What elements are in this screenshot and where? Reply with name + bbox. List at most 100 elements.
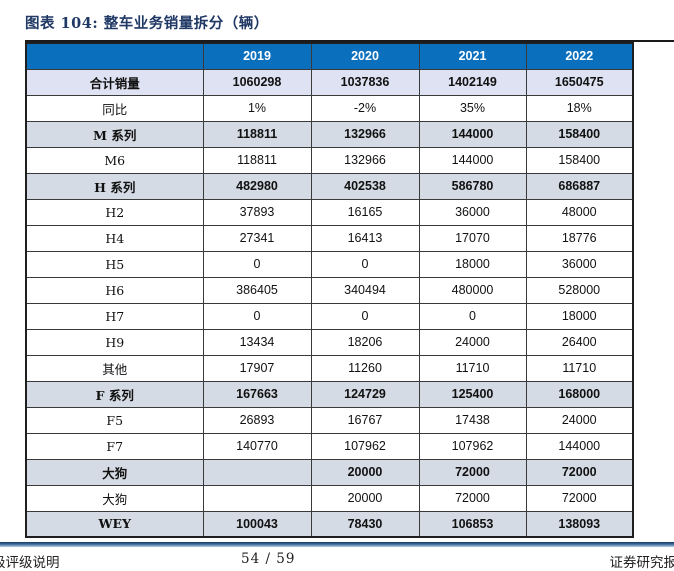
header-empty-cell: [26, 43, 203, 69]
row-label-cell: WEY: [26, 511, 203, 537]
value-cell: 11710: [526, 355, 633, 381]
header-year-cell: 2019: [203, 43, 311, 69]
value-cell: 168000: [526, 381, 633, 407]
value-cell: 72000: [419, 485, 526, 511]
row-label-cell: H5: [26, 251, 203, 277]
value-cell: 20000: [311, 459, 419, 485]
value-cell: -2%: [311, 95, 419, 121]
value-cell: 107962: [419, 433, 526, 459]
row-label-cell: H4: [26, 225, 203, 251]
figure-title: 图表 104: 整车业务销量拆分（辆）: [25, 12, 269, 33]
row-label-cell: 大狗: [26, 459, 203, 485]
value-cell: 0: [419, 303, 526, 329]
value-cell: 586780: [419, 173, 526, 199]
value-cell: 35%: [419, 95, 526, 121]
value-cell: 482980: [203, 173, 311, 199]
value-cell: 72000: [526, 459, 633, 485]
value-cell: 1037836: [311, 69, 419, 95]
value-cell: 124729: [311, 381, 419, 407]
footer-right-text: 证券研究报: [610, 551, 674, 571]
value-cell: 18000: [526, 303, 633, 329]
footer-left-text: 级评级说明: [0, 551, 60, 571]
value-cell: 16767: [311, 407, 419, 433]
value-cell: 1650475: [526, 69, 633, 95]
value-cell: 106853: [419, 511, 526, 537]
value-cell: 24000: [526, 407, 633, 433]
value-cell: 0: [311, 303, 419, 329]
value-cell: 17070: [419, 225, 526, 251]
value-cell: [203, 485, 311, 511]
value-cell: 125400: [419, 381, 526, 407]
value-cell: 24000: [419, 329, 526, 355]
value-cell: 140770: [203, 433, 311, 459]
value-cell: 11260: [311, 355, 419, 381]
value-cell: 118811: [203, 121, 311, 147]
value-cell: 167663: [203, 381, 311, 407]
value-cell: 36000: [526, 251, 633, 277]
value-cell: 18206: [311, 329, 419, 355]
row-label-cell: H7: [26, 303, 203, 329]
value-cell: 36000: [419, 199, 526, 225]
row-label-cell: F 系列: [26, 381, 203, 407]
value-cell: 107962: [311, 433, 419, 459]
value-cell: 17438: [419, 407, 526, 433]
value-cell: 340494: [311, 277, 419, 303]
value-cell: 402538: [311, 173, 419, 199]
value-cell: 0: [203, 303, 311, 329]
row-label-cell: 其他: [26, 355, 203, 381]
header-year-cell: 2021: [419, 43, 526, 69]
value-cell: 26893: [203, 407, 311, 433]
value-cell: 17907: [203, 355, 311, 381]
value-cell: [203, 459, 311, 485]
value-cell: 0: [311, 251, 419, 277]
value-cell: 132966: [311, 121, 419, 147]
value-cell: 118811: [203, 147, 311, 173]
footer-page-number: 54 / 59: [241, 551, 296, 567]
row-label-cell: H 系列: [26, 173, 203, 199]
value-cell: 528000: [526, 277, 633, 303]
header-year-cell: 2020: [311, 43, 419, 69]
header-year-cell: 2022: [526, 43, 633, 69]
row-label-cell: 大狗: [26, 485, 203, 511]
value-cell: 144000: [419, 147, 526, 173]
row-label-cell: M6: [26, 147, 203, 173]
value-cell: 100043: [203, 511, 311, 537]
value-cell: 78430: [311, 511, 419, 537]
value-cell: 13434: [203, 329, 311, 355]
value-cell: 27341: [203, 225, 311, 251]
row-label-cell: M 系列: [26, 121, 203, 147]
row-label-cell: H2: [26, 199, 203, 225]
footer-divider-line: [0, 542, 674, 547]
value-cell: 18000: [419, 251, 526, 277]
value-cell: 18776: [526, 225, 633, 251]
value-cell: 158400: [526, 147, 633, 173]
value-cell: 480000: [419, 277, 526, 303]
row-label-cell: H9: [26, 329, 203, 355]
value-cell: 1060298: [203, 69, 311, 95]
value-cell: 16165: [311, 199, 419, 225]
value-cell: 48000: [526, 199, 633, 225]
value-cell: 20000: [311, 485, 419, 511]
value-cell: 0: [203, 251, 311, 277]
row-label-cell: F7: [26, 433, 203, 459]
value-cell: 686887: [526, 173, 633, 199]
value-cell: 1402149: [419, 69, 526, 95]
value-cell: 72000: [526, 485, 633, 511]
value-cell: 72000: [419, 459, 526, 485]
value-cell: 16413: [311, 225, 419, 251]
